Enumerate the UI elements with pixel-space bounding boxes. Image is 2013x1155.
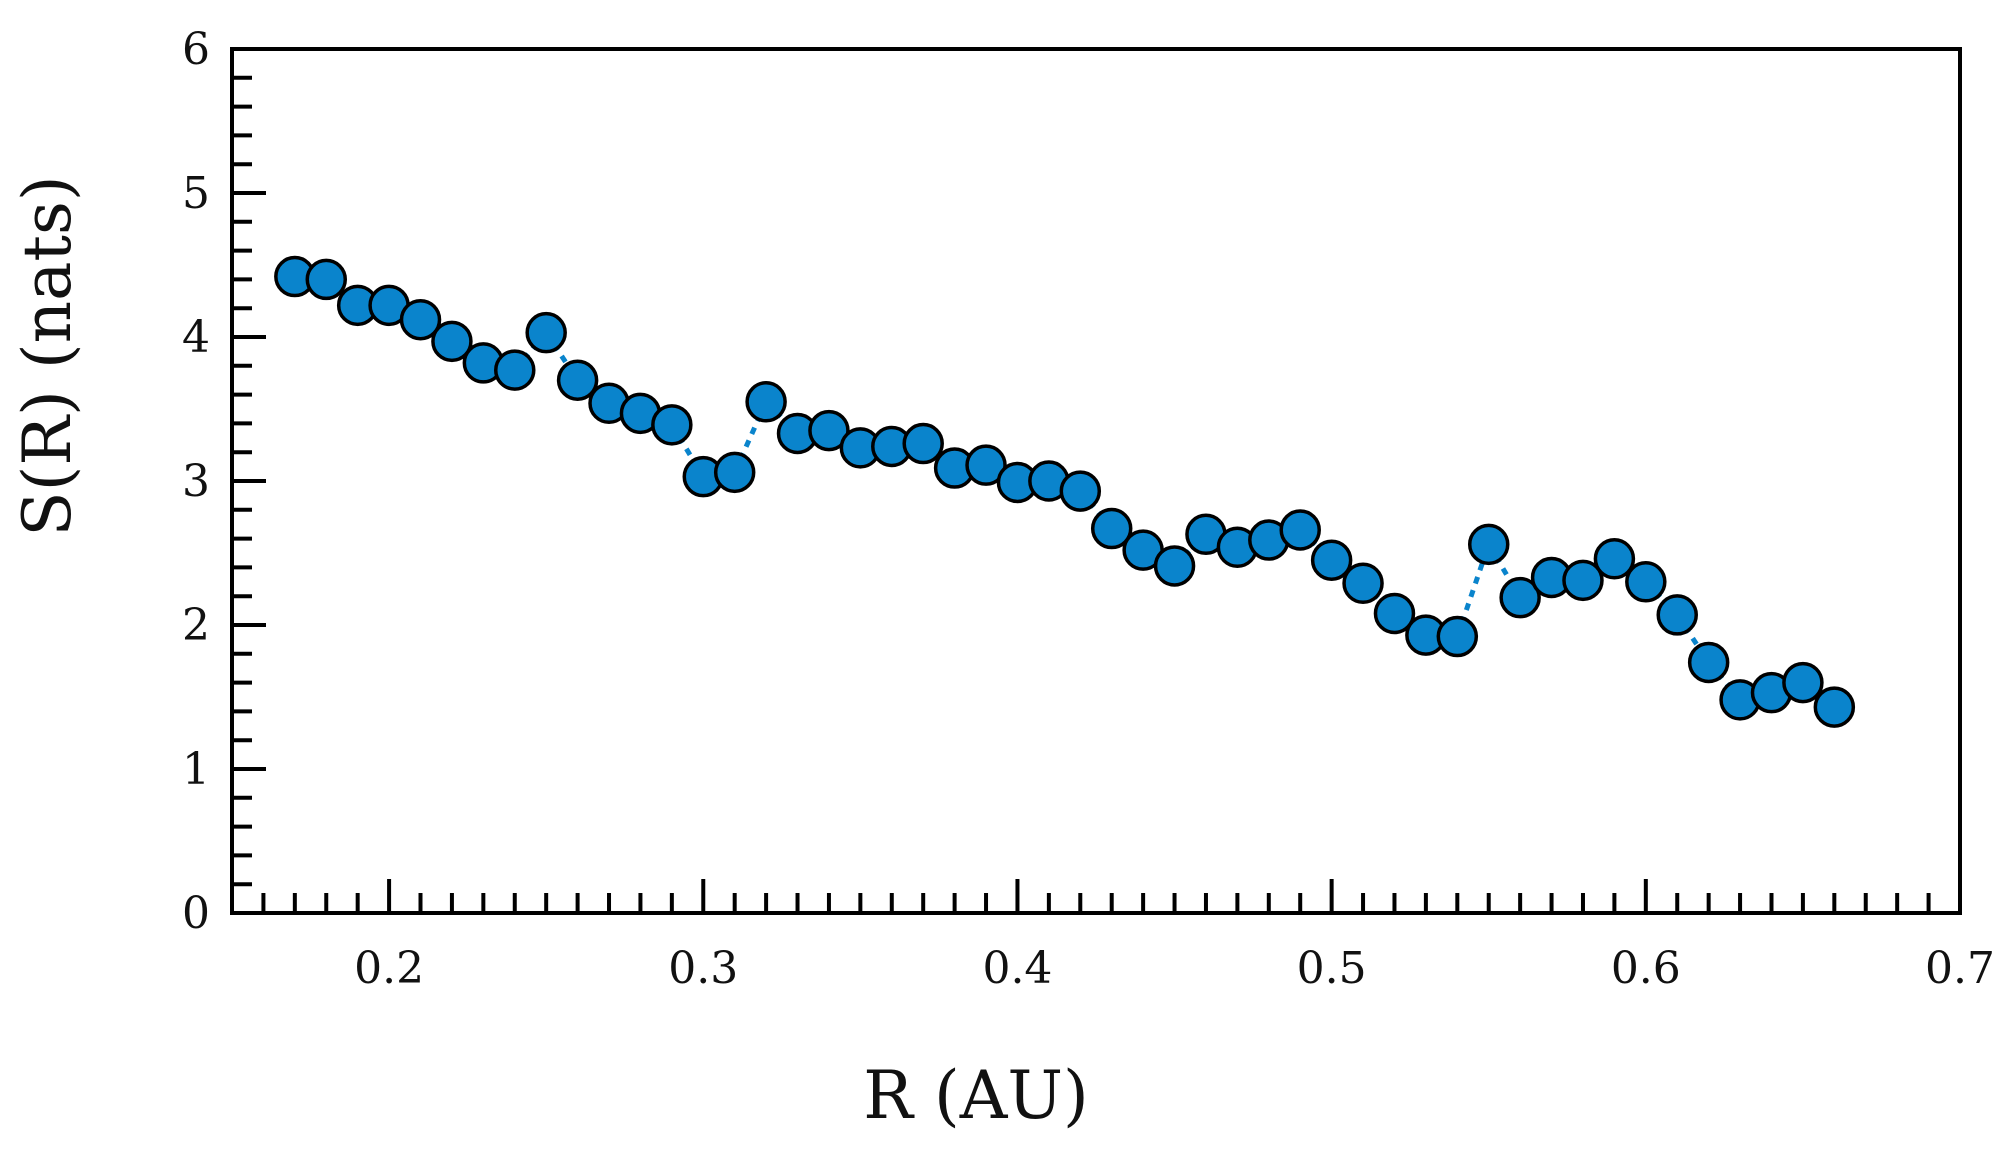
x-tick-label: 0.4	[982, 943, 1052, 994]
data-point	[1436, 615, 1479, 658]
data-point	[1090, 507, 1133, 550]
data-point	[1279, 509, 1321, 551]
data-point	[1342, 562, 1384, 604]
data-point	[1593, 538, 1636, 580]
data-point	[305, 258, 348, 301]
data-point	[1656, 594, 1698, 636]
data-point	[651, 404, 693, 446]
data-point	[745, 381, 787, 423]
data-point	[965, 444, 1007, 486]
data-point	[1059, 470, 1102, 512]
y-tick-label: 2	[182, 600, 210, 651]
x-tick-label: 0.3	[668, 943, 738, 994]
data-point	[1625, 561, 1667, 603]
x-tick-label: 0.6	[1611, 943, 1681, 994]
data-point	[1782, 661, 1824, 704]
data-point	[1467, 523, 1510, 566]
data-point	[1687, 641, 1730, 684]
x-tick-label: 0.5	[1297, 943, 1367, 994]
data-point	[525, 311, 567, 354]
data-point	[902, 422, 944, 465]
data-point	[556, 359, 599, 401]
x-tick-label: 0.2	[354, 943, 424, 994]
y-tick-label: 0	[182, 888, 210, 939]
series-connector	[669, 423, 706, 478]
y-tick-label: 4	[182, 312, 210, 363]
y-tick-label: 5	[182, 168, 210, 219]
series-connector	[1486, 543, 1523, 599]
x-axis-title: R (AU)	[863, 1057, 1088, 1134]
data-point	[1813, 686, 1856, 728]
y-tick-label: 6	[182, 24, 210, 75]
data-point	[1310, 539, 1353, 581]
y-tick-label: 1	[182, 744, 210, 795]
x-tick-label: 0.7	[1925, 943, 1995, 994]
data-point	[1153, 545, 1196, 587]
data-point	[431, 320, 473, 363]
data-point	[713, 451, 756, 494]
data-point	[808, 409, 850, 452]
tick-labels: 0.2 0.3 0.4 0.5 0.6 0.7 0 1 2 3 4 5 6	[182, 24, 1995, 994]
y-tick-label: 3	[182, 456, 210, 507]
data-point	[1499, 576, 1541, 619]
axis-ticks	[232, 75, 1931, 913]
data-point	[494, 349, 536, 391]
plot-frame	[230, 47, 1962, 915]
data-point	[1562, 559, 1604, 602]
data-point	[399, 298, 442, 341]
data-point	[1373, 592, 1416, 635]
y-axis-title: S(R) (nats)	[9, 175, 86, 536]
series-markers	[274, 255, 1856, 728]
